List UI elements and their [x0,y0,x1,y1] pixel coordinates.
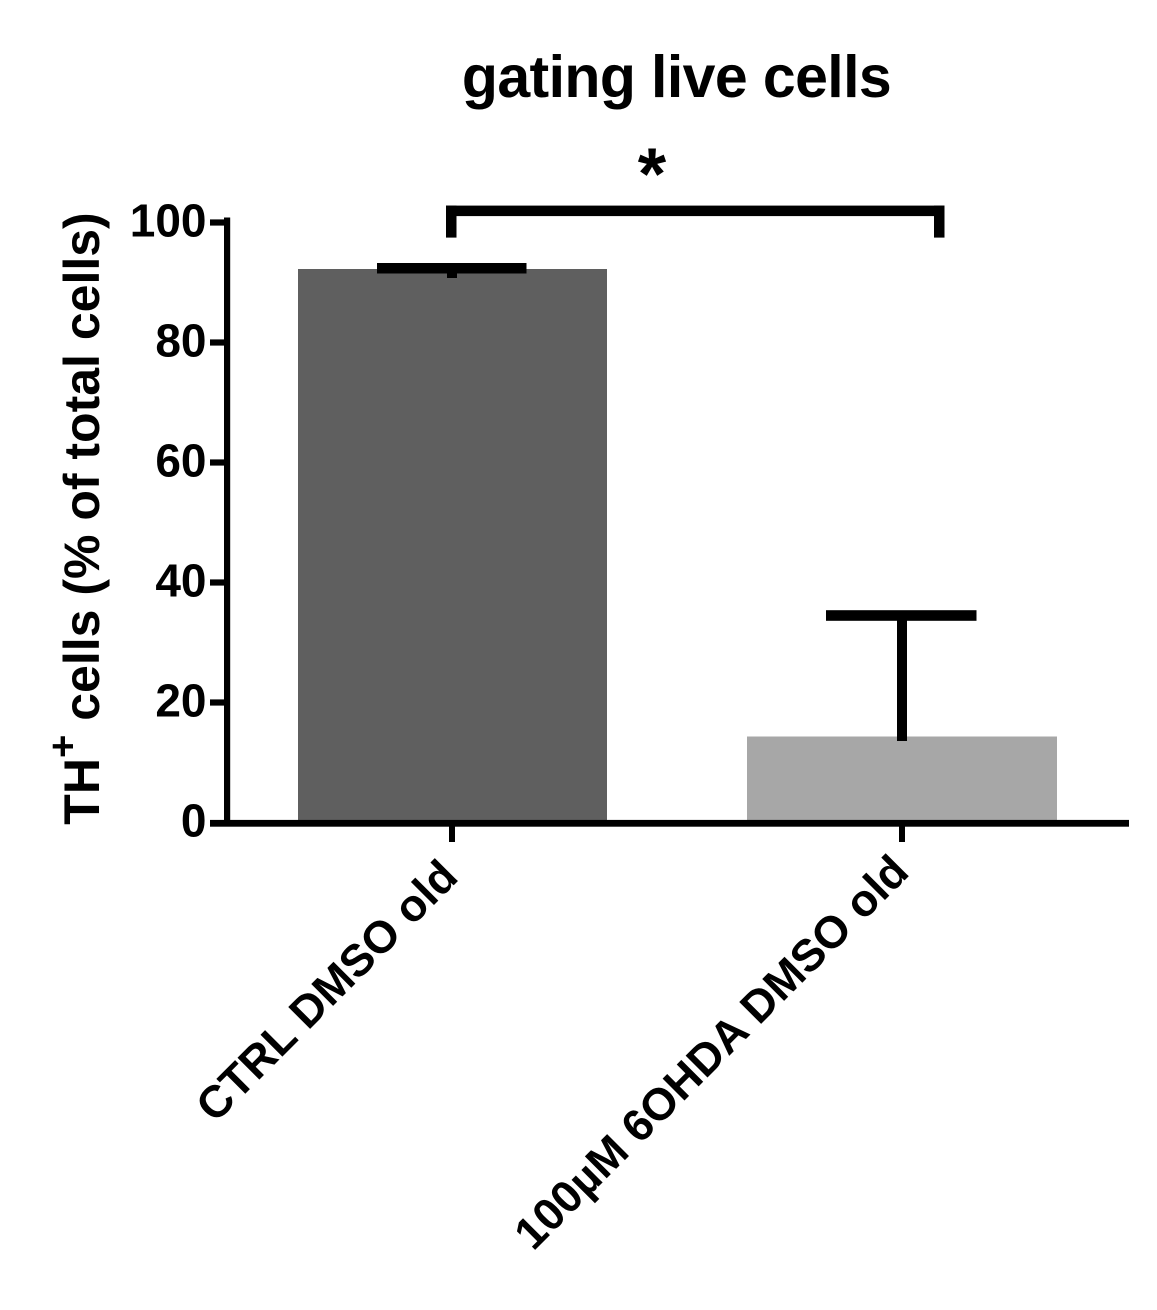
svg-text:0: 0 [181,795,207,847]
svg-text:60: 60 [155,435,206,487]
svg-text:80: 80 [155,315,206,367]
svg-text:40: 40 [155,555,206,607]
svg-text:gating live cells: gating live cells [462,44,891,110]
svg-text:100: 100 [130,195,207,247]
svg-text:20: 20 [155,675,206,727]
svg-text:*: * [638,134,667,215]
